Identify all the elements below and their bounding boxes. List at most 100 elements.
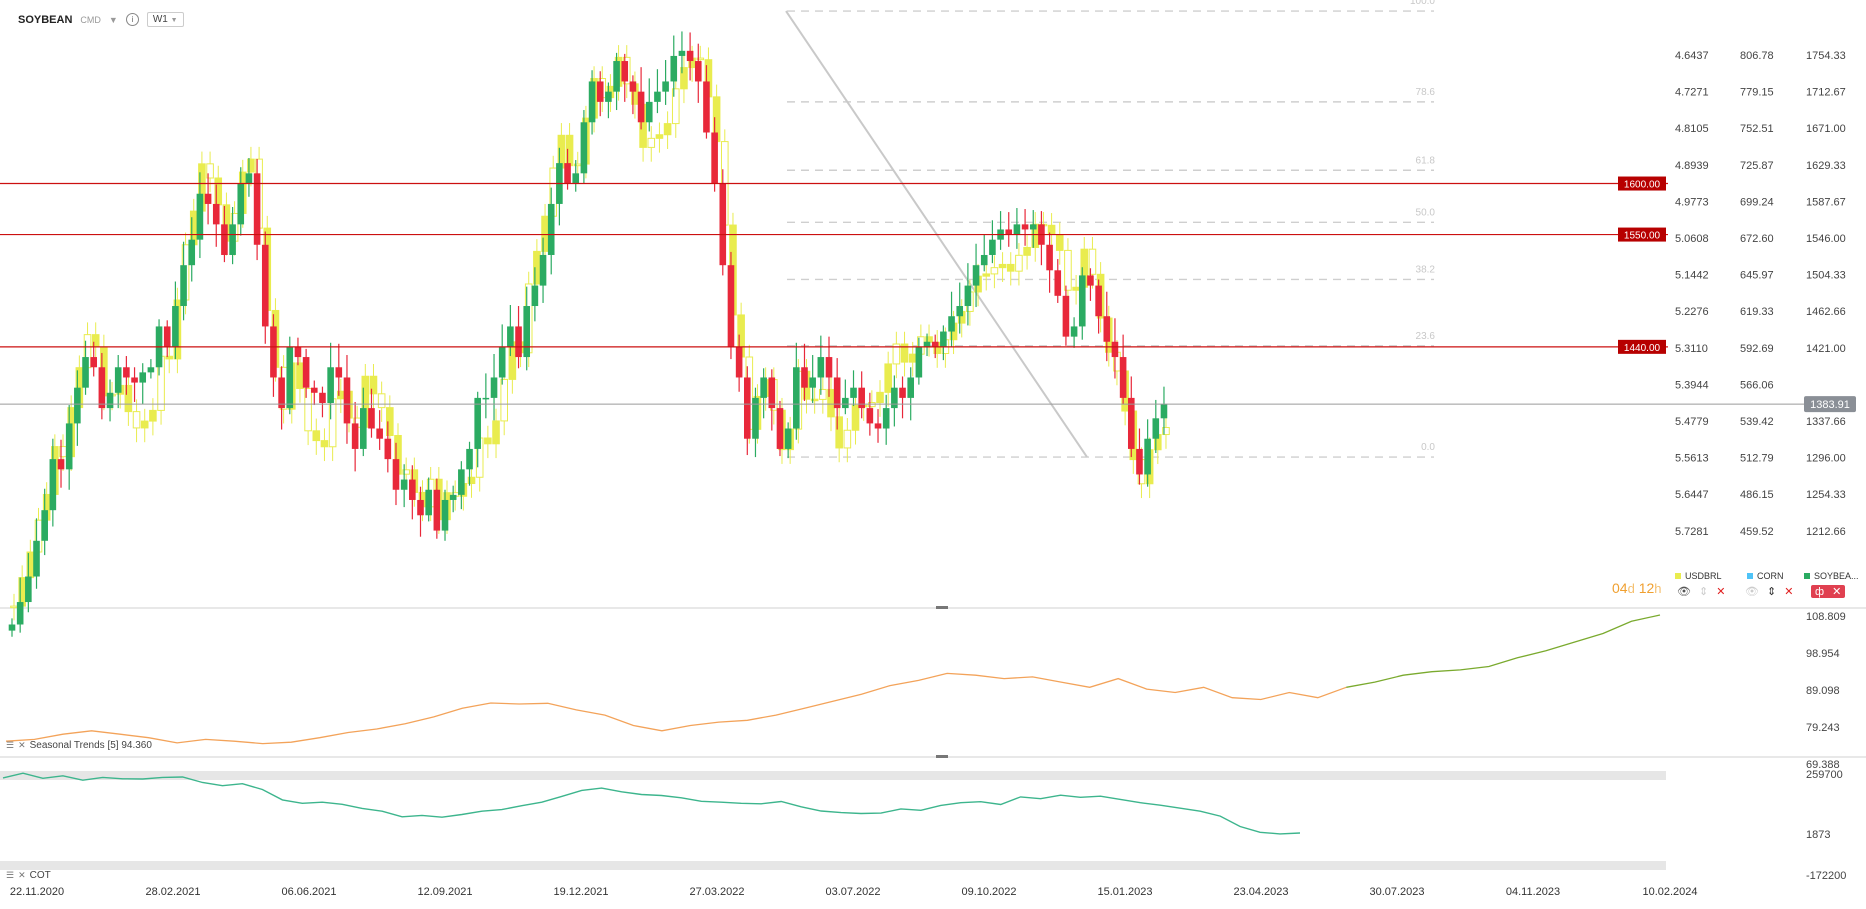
candle-body <box>768 377 776 409</box>
price-axis-label: 1296.00 <box>1806 453 1846 465</box>
countdown-hours-unit: h <box>1654 581 1662 596</box>
usdbrl-candle-body <box>500 378 508 422</box>
candle-body <box>564 163 571 184</box>
candle-body <box>245 173 253 184</box>
usdbrl-candle-body <box>1023 246 1031 256</box>
close-icon[interactable]: ✕ <box>1784 586 1794 598</box>
candle-body <box>596 81 604 102</box>
corn-axis-label: 486.15 <box>1740 489 1774 501</box>
reorder-icon[interactable]: ⇕ <box>1698 586 1709 598</box>
date-axis-label: 04.11.2023 <box>1506 886 1560 898</box>
corn-axis-label: 539.42 <box>1740 416 1774 428</box>
usdbrl-axis-label: 4.7271 <box>1675 87 1709 99</box>
eye-icon[interactable]: 👁 <box>1677 586 1691 598</box>
fib-level-label: 100.0 <box>1410 0 1435 7</box>
candle-body <box>98 367 106 409</box>
candle-body <box>196 193 204 240</box>
fib-level-label: 61.8 <box>1416 155 1436 166</box>
candle-body <box>1136 448 1143 475</box>
legend-usdbrl[interactable]: USDBRL <box>1675 571 1722 581</box>
list-icon[interactable]: ☰ <box>6 740 15 750</box>
timeframe-select[interactable]: W1 ▼ <box>146 12 184 27</box>
usdbrl-candle-body <box>132 411 141 429</box>
list-icon[interactable]: ☰ <box>6 870 15 880</box>
usdbrl-axis-label: 5.5613 <box>1675 453 1709 465</box>
chevron-down-icon[interactable]: ▼ <box>108 14 118 25</box>
candle-body <box>319 392 326 403</box>
pane-resize-handle <box>936 755 948 758</box>
timeframe-value: W1 <box>152 14 168 25</box>
cot-axis-label: 1873 <box>1806 829 1830 841</box>
corn-axis-label: 512.79 <box>1740 453 1774 465</box>
corn-axis-label: 806.78 <box>1740 50 1774 62</box>
legend-soybean[interactable]: SOYBEA... <box>1804 571 1859 581</box>
price-axis-label: 1671.00 <box>1806 123 1846 135</box>
candle-body <box>809 377 816 388</box>
fib-level-label: 0.0 <box>1421 442 1435 453</box>
candle-type-icon[interactable]: ф <box>1815 585 1825 598</box>
candle-body <box>964 285 972 307</box>
corn-axis-label: 699.24 <box>1740 196 1774 208</box>
usdbrl-tools: 👁 ⇕ ✕ <box>1677 585 1725 598</box>
candle-body <box>490 377 498 398</box>
candle-body <box>474 397 481 449</box>
candle-body <box>49 459 57 511</box>
usdbrl-axis-label: 5.3110 <box>1675 343 1708 355</box>
candle-body <box>980 254 988 266</box>
level-tag-label: 1440.00 <box>1624 343 1661 354</box>
candle-body <box>694 61 702 82</box>
candle-body <box>735 346 743 378</box>
date-axis-label: 30.07.2023 <box>1369 886 1424 898</box>
candle-body <box>874 423 882 429</box>
price-axis-label: 1546.00 <box>1806 233 1846 245</box>
candle-body <box>106 392 114 409</box>
eye-icon[interactable]: 👁 <box>1745 586 1759 598</box>
close-icon[interactable]: ✕ <box>1832 586 1842 598</box>
candle-body <box>458 469 465 495</box>
candle-body <box>523 306 531 358</box>
level-tag <box>1618 227 1666 242</box>
candle-body <box>923 341 931 347</box>
candle-body <box>784 428 792 449</box>
candle-body <box>515 326 522 358</box>
usdbrl-candle-body <box>663 123 672 136</box>
close-icon[interactable]: ✕ <box>1716 586 1726 598</box>
candle-body <box>1111 341 1119 358</box>
usdbrl-comparison-layer <box>10 45 1170 621</box>
candle-body <box>891 387 898 409</box>
info-icon[interactable]: i <box>125 13 139 26</box>
candle-body <box>286 346 294 409</box>
chart-header: SOYBEAN CMD ▼ i W1 ▼ <box>18 12 184 27</box>
usdbrl-axis-label: 5.7281 <box>1675 526 1709 538</box>
corn-axis-label: 672.60 <box>1740 233 1774 245</box>
symbol-category: CMD <box>80 14 101 25</box>
color-swatch <box>1747 573 1753 579</box>
candle-body <box>278 377 285 409</box>
reorder-icon[interactable]: ⇕ <box>1766 586 1777 598</box>
candle-countdown: 04d 12h <box>1612 580 1662 596</box>
horizontal-levels-layer[interactable]: 1600.00 1550.00 1440.00 1383.91 <box>0 176 1856 413</box>
seasonal-axis-label: 89.098 <box>1806 685 1840 697</box>
usdbrl-candle-body <box>247 158 255 173</box>
legend-corn[interactable]: CORN <box>1747 571 1784 581</box>
close-icon[interactable]: ✕ <box>18 740 26 750</box>
date-axis-label: 09.10.2022 <box>961 886 1016 898</box>
usdbrl-candle-body <box>377 393 386 409</box>
symbol-name[interactable]: SOYBEAN <box>18 13 73 26</box>
candle-body <box>1054 270 1062 296</box>
usdbrl-candle-body <box>492 420 500 445</box>
usdbrl-candle-body <box>386 407 394 437</box>
soybean-tools: ф ✕ <box>1811 585 1846 598</box>
close-icon[interactable]: ✕ <box>18 870 26 880</box>
candle-body <box>343 377 351 424</box>
usdbrl-candle-body <box>149 409 157 422</box>
seasonal-pane-label: ☰ ✕ Seasonal Trends [5] 94.360 <box>6 740 152 751</box>
usdbrl-candle-body <box>908 353 917 363</box>
candle-body <box>793 367 800 429</box>
seasonal-axis-label: 69.388 <box>1806 759 1840 771</box>
candle-body <box>1005 229 1013 235</box>
candle-body <box>221 224 228 255</box>
usdbrl-candle-body <box>320 440 329 448</box>
candle-body <box>833 377 841 409</box>
